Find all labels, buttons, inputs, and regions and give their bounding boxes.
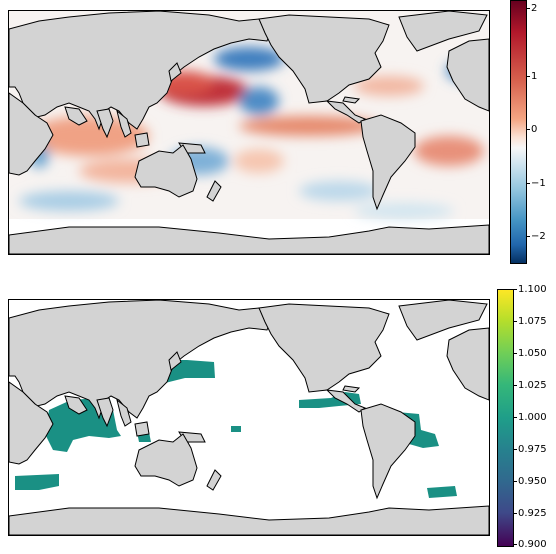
north-america-landmass (258, 303, 390, 393)
colorbar-tick: 0.925 (513, 508, 547, 519)
japan-landmass (168, 351, 182, 371)
south-america-landmass (360, 403, 416, 500)
continents (9, 11, 489, 254)
colorbar-tick: 1.025 (513, 380, 547, 391)
colorbar-tick: 1.100 (513, 284, 547, 295)
japan-landmass (168, 62, 182, 82)
colorbar-tick: 0.900 (513, 539, 547, 550)
mask-colorbar (497, 289, 514, 547)
europe-landmass (446, 327, 489, 401)
anomaly-map-panel (8, 10, 490, 255)
eurasia-landmass (9, 11, 272, 131)
borneo-landmass (134, 421, 150, 437)
caribbean-islands (342, 96, 361, 104)
greenland-landmass (398, 300, 488, 341)
europe-landmass (446, 38, 489, 112)
africa-landmass (9, 381, 54, 465)
colorbar-tick: 2 (525, 3, 538, 14)
region-south-atlantic-2 (427, 486, 457, 498)
colorbar-tick: 1.075 (513, 316, 547, 327)
antarctica-landmass (9, 224, 489, 254)
colorbar-tick: 0.950 (513, 476, 547, 487)
mask-map-panel (8, 299, 490, 536)
india-landmass (96, 397, 114, 428)
se-asia-landmass (116, 109, 132, 138)
eurasia-landmass (9, 300, 272, 420)
greenland-landmass (398, 11, 488, 52)
colorbar-tick: 0.975 (513, 444, 547, 455)
colorbar-tick: −1 (526, 178, 546, 189)
region-small-pacific (231, 426, 241, 432)
anomaly-colorbar (510, 0, 527, 264)
caribbean-islands (342, 385, 361, 393)
antarctica-landmass (9, 505, 489, 535)
arabia-landmass (64, 395, 88, 415)
borneo-landmass (134, 132, 150, 148)
north-america-landmass (258, 14, 390, 104)
newzealand-landmass (206, 469, 222, 491)
colorbar-tick: 1.000 (513, 412, 547, 423)
south-america-landmass (360, 114, 416, 211)
colorbar-tick: 0 (525, 124, 538, 135)
australia-landmass (134, 433, 198, 487)
colorbar-tick: 1.050 (513, 348, 547, 359)
region-south-indian (15, 474, 59, 490)
colorbar-tick: −2 (526, 231, 546, 242)
newzealand-landmass (206, 180, 222, 202)
arabia-landmass (64, 106, 88, 126)
colorbar-tick: 1 (525, 71, 538, 82)
anomaly-map-svg (9, 11, 489, 254)
africa-landmass (9, 92, 54, 176)
india-landmass (96, 108, 114, 139)
mask-map-svg (9, 300, 489, 535)
se-asia-landmass (116, 398, 132, 427)
australia-landmass (134, 144, 198, 198)
continents (9, 300, 489, 535)
